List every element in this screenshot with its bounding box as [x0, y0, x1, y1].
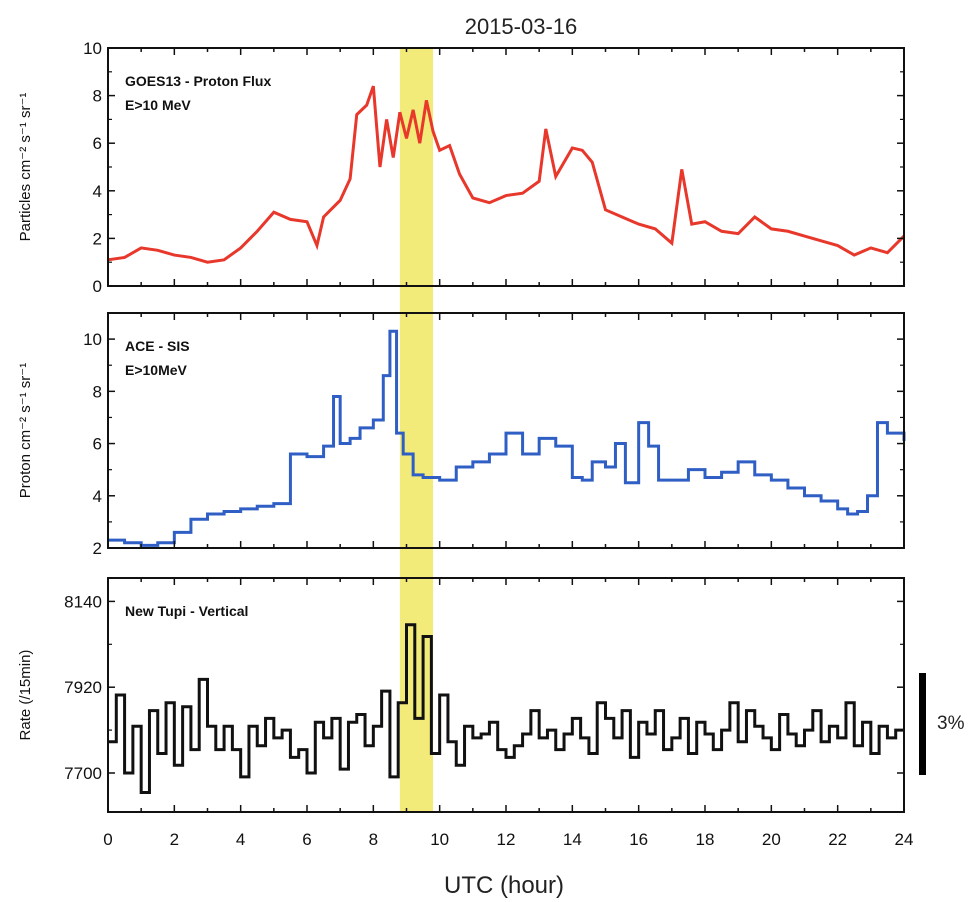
x-tick-label: 4 [236, 830, 245, 849]
y-tick-label: 10 [83, 330, 102, 349]
x-tick-label: 16 [629, 830, 648, 849]
x-tick-label: 18 [696, 830, 715, 849]
y-tick-label: 8140 [64, 592, 102, 611]
x-tick-label: 20 [762, 830, 781, 849]
x-tick-label: 6 [302, 830, 311, 849]
x-axis-label: UTC (hour) [444, 872, 564, 899]
y-tick-label: 8 [93, 382, 102, 401]
panel-3: 7700 7920 8140 Rate (/15min) New Tupi - Vert… [17, 577, 965, 813]
series-line [108, 623, 904, 794]
x-tick-label: 22 [828, 830, 847, 849]
y-tick-label: 4 [93, 182, 102, 201]
highlight-band [399, 313, 434, 548]
y-tick-label: 7700 [64, 764, 102, 783]
series-line [108, 329, 906, 547]
highlight-band-connector [399, 548, 434, 578]
x-tick-label: 24 [895, 830, 914, 849]
panel-label-line: New Tupi - Vertical [125, 603, 248, 619]
x-tick-label: 2 [170, 830, 179, 849]
series-line [107, 85, 906, 264]
y-tick-label: 2 [93, 539, 102, 558]
panel-label-line: E>10MeV [125, 362, 188, 378]
panel-2: 2 4 6 8 10 Proton cm⁻² s⁻¹ sr⁻¹ ACE - SIS E>10M… [17, 312, 906, 578]
panels: 0 2 4 6 8 10 Particles cm⁻² s⁻¹ sr⁻¹ GOES13 - P… [17, 39, 965, 813]
x-tick-label: 12 [497, 830, 516, 849]
y-axis-label: Rate (/15min) [17, 650, 34, 741]
panel-label-line: ACE - SIS [125, 338, 190, 354]
y-tick-label: 6 [93, 435, 102, 454]
x-tick-labels: 0 2 4 6 8 10 12 14 16 18 20 22 24 [103, 830, 913, 849]
y-tick-label: 8 [93, 87, 102, 106]
y-tick-label: 4 [93, 487, 102, 506]
x-tick-label: 0 [103, 830, 112, 849]
x-tick-label: 8 [369, 830, 378, 849]
y-axis-label: Proton cm⁻² s⁻¹ sr⁻¹ [17, 363, 34, 498]
highlight-band [399, 578, 434, 812]
panel-1: 0 2 4 6 8 10 Particles cm⁻² s⁻¹ sr⁻¹ GOES13 - P… [17, 39, 906, 313]
figure-title: 2015-03-16 [465, 14, 578, 39]
y-tick-label: 10 [83, 39, 102, 58]
scale-bar [919, 673, 926, 775]
y-tick-label: 2 [93, 229, 102, 248]
scale-bar-label: 3% [937, 713, 965, 734]
x-tick-label: 14 [563, 830, 582, 849]
highlight-band-connector [399, 286, 434, 313]
panel-label-line: GOES13 - Proton Flux [125, 73, 271, 89]
y-tick-label: 7920 [64, 678, 102, 697]
panel-label-line: E>10 MeV [125, 97, 191, 113]
y-tick-label: 0 [93, 277, 102, 296]
highlight-band [399, 48, 434, 286]
y-axis-label: Particles cm⁻² s⁻¹ sr⁻¹ [17, 93, 34, 242]
y-tick-label: 6 [93, 134, 102, 153]
x-tick-label: 10 [430, 830, 449, 849]
